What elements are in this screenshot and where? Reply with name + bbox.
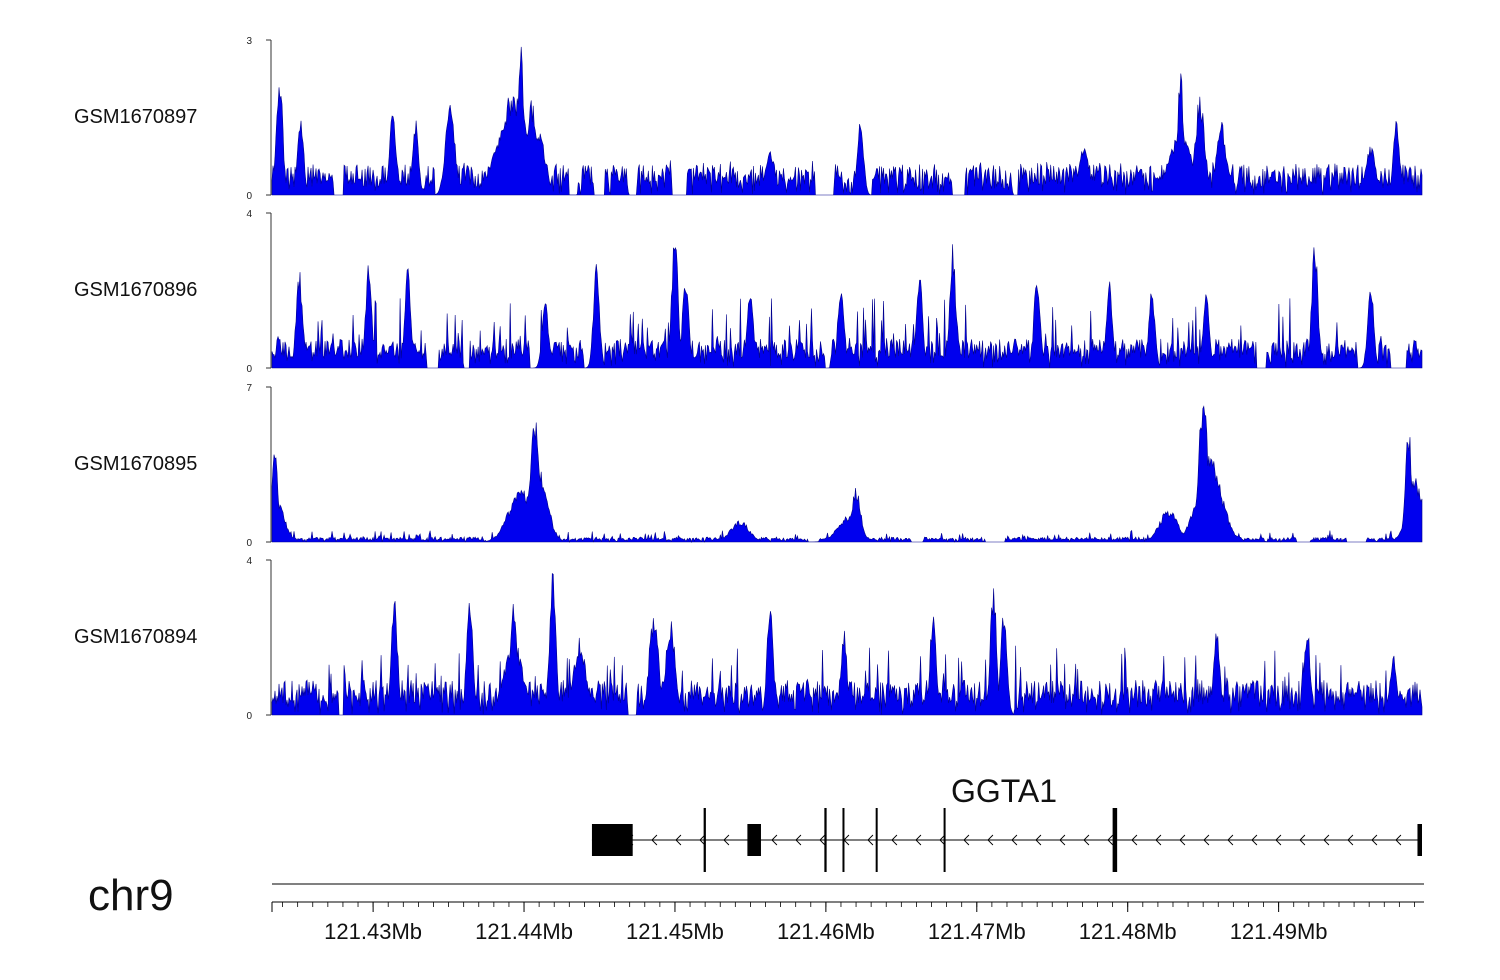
y-tick-label-max: 3 (246, 36, 252, 47)
strand-chevron (699, 834, 706, 846)
strand-chevron (1251, 834, 1258, 846)
exon (943, 808, 946, 872)
strand-chevron (1083, 834, 1090, 846)
track-GSM1670894: 04 (246, 556, 1423, 722)
axis-tick-label: 121.48Mb (1079, 919, 1177, 944)
y-tick-label-min: 0 (246, 711, 252, 722)
strand-chevron (963, 834, 970, 846)
exon (1112, 808, 1118, 872)
strand-chevron (891, 834, 898, 846)
y-tick-label-min: 0 (246, 364, 252, 375)
strand-chevron (867, 834, 874, 846)
strand-chevron (1035, 834, 1042, 846)
track-label: GSM1670895 (74, 452, 198, 475)
track-label: GSM1670894 (74, 625, 198, 648)
strand-chevron (987, 834, 994, 846)
y-tick-label-max: 7 (246, 383, 252, 394)
strand-chevron (723, 834, 730, 846)
strand-chevron (1371, 834, 1378, 846)
strand-chevron (651, 834, 658, 846)
strand-chevron (1275, 834, 1282, 846)
track-GSM1670897: 03 (246, 36, 1423, 202)
track-GSM1670895: 07 (246, 383, 1423, 549)
strand-chevron (1131, 834, 1138, 846)
exon (703, 808, 706, 872)
exon (875, 808, 878, 872)
axis-tick-label: 121.46Mb (777, 919, 875, 944)
y-tick-label-min: 0 (246, 191, 252, 202)
strand-chevron (819, 834, 826, 846)
track-label: GSM1670897 (74, 105, 198, 128)
strand-chevron (1179, 834, 1186, 846)
strand-chevron (1059, 834, 1066, 846)
strand-chevron (1011, 834, 1018, 846)
y-tick-label-min: 0 (246, 538, 252, 549)
signal-area-GSM1670896 (271, 244, 1423, 369)
axis-tick-label: 121.43Mb (324, 919, 422, 944)
signal-area-GSM1670897 (271, 46, 1423, 196)
strand-chevron (1347, 834, 1354, 846)
exon (591, 824, 633, 856)
exon (1417, 824, 1422, 856)
strand-chevron (771, 834, 778, 846)
gene-track: GGTA1 (591, 773, 1422, 872)
exon (842, 808, 845, 872)
strand-chevron (1227, 834, 1234, 846)
strand-chevron (1299, 834, 1306, 846)
signal-area-GSM1670894 (271, 572, 1423, 716)
strand-chevron (915, 834, 922, 846)
axis-tick-label: 121.44Mb (475, 919, 573, 944)
strand-chevron (675, 834, 682, 846)
track-label: GSM1670896 (74, 278, 198, 301)
gene-name-label: GGTA1 (951, 773, 1057, 809)
strand-chevron (795, 834, 802, 846)
strand-chevron (939, 834, 946, 846)
y-tick-label-max: 4 (246, 209, 252, 220)
axis-tick-label: 121.49Mb (1230, 919, 1328, 944)
y-tick-label-max: 4 (246, 556, 252, 567)
signal-area-GSM1670895 (271, 405, 1423, 544)
genome-axis: 121.43Mb 121.44Mb 121.45Mb 121.46Mb 121.47Mb… (271, 883, 1424, 944)
chromosome-label: chr9 (88, 871, 174, 920)
strand-chevron (1395, 834, 1402, 846)
strand-chevron (1155, 834, 1162, 846)
axis-tick-label: 121.45Mb (626, 919, 724, 944)
axis-tick-label: 121.47Mb (928, 919, 1026, 944)
strand-chevron (1323, 834, 1330, 846)
strand-chevron (1107, 834, 1114, 846)
exon (824, 808, 827, 872)
exon (747, 824, 761, 856)
track-GSM1670896: 04 (246, 209, 1423, 375)
strand-chevron (1203, 834, 1210, 846)
